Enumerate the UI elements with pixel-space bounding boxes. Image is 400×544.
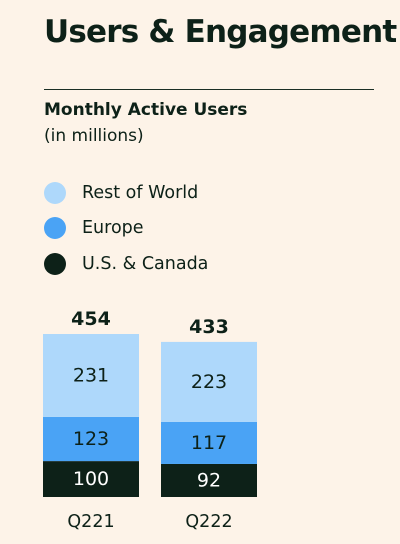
data-label-rest-of-world-q221: 231 <box>73 364 109 386</box>
bar-segment-u-s-canada-q222 <box>161 463 257 497</box>
category-label-q221: Q221 <box>67 512 114 532</box>
legend-item-us-canada: U.S. & Canada <box>44 252 208 276</box>
category-label-q222: Q222 <box>185 512 232 532</box>
data-label-europe-q222: 117 <box>191 432 227 454</box>
legend-label-us-canada: U.S. & Canada <box>82 254 209 274</box>
total-label-q221: 454 <box>71 308 111 330</box>
legend-swatch-europe <box>44 217 66 239</box>
legend-item-europe: Europe <box>44 216 144 240</box>
legend-label-europe: Europe <box>82 218 144 238</box>
data-label-europe-q221: 123 <box>73 428 109 450</box>
chart-units: (in millions) <box>44 126 144 146</box>
page-title: Users & Engagement <box>44 14 397 50</box>
bar-segment-europe-q222 <box>161 421 257 464</box>
legend-label-rest-of-world: Rest of World <box>82 183 199 203</box>
bar-segment-rest-of-world-q221 <box>43 334 139 417</box>
data-label-rest-of-world-q222: 223 <box>191 371 227 393</box>
data-label-u-s-canada-q221: 100 <box>73 468 109 490</box>
bar-segment-u-s-canada-q221 <box>43 461 139 497</box>
bar-segment-europe-q221 <box>43 416 139 462</box>
total-label-q222: 433 <box>189 316 229 338</box>
data-label-u-s-canada-q222: 92 <box>197 469 221 491</box>
legend-swatch-us-canada <box>44 253 66 275</box>
bar-segment-rest-of-world-q222 <box>161 341 257 422</box>
legend-swatch-rest-of-world <box>44 182 66 204</box>
title-divider <box>44 89 374 90</box>
chart-title: Monthly Active Users <box>44 100 248 120</box>
legend-item-rest-of-world: Rest of World <box>44 181 198 205</box>
